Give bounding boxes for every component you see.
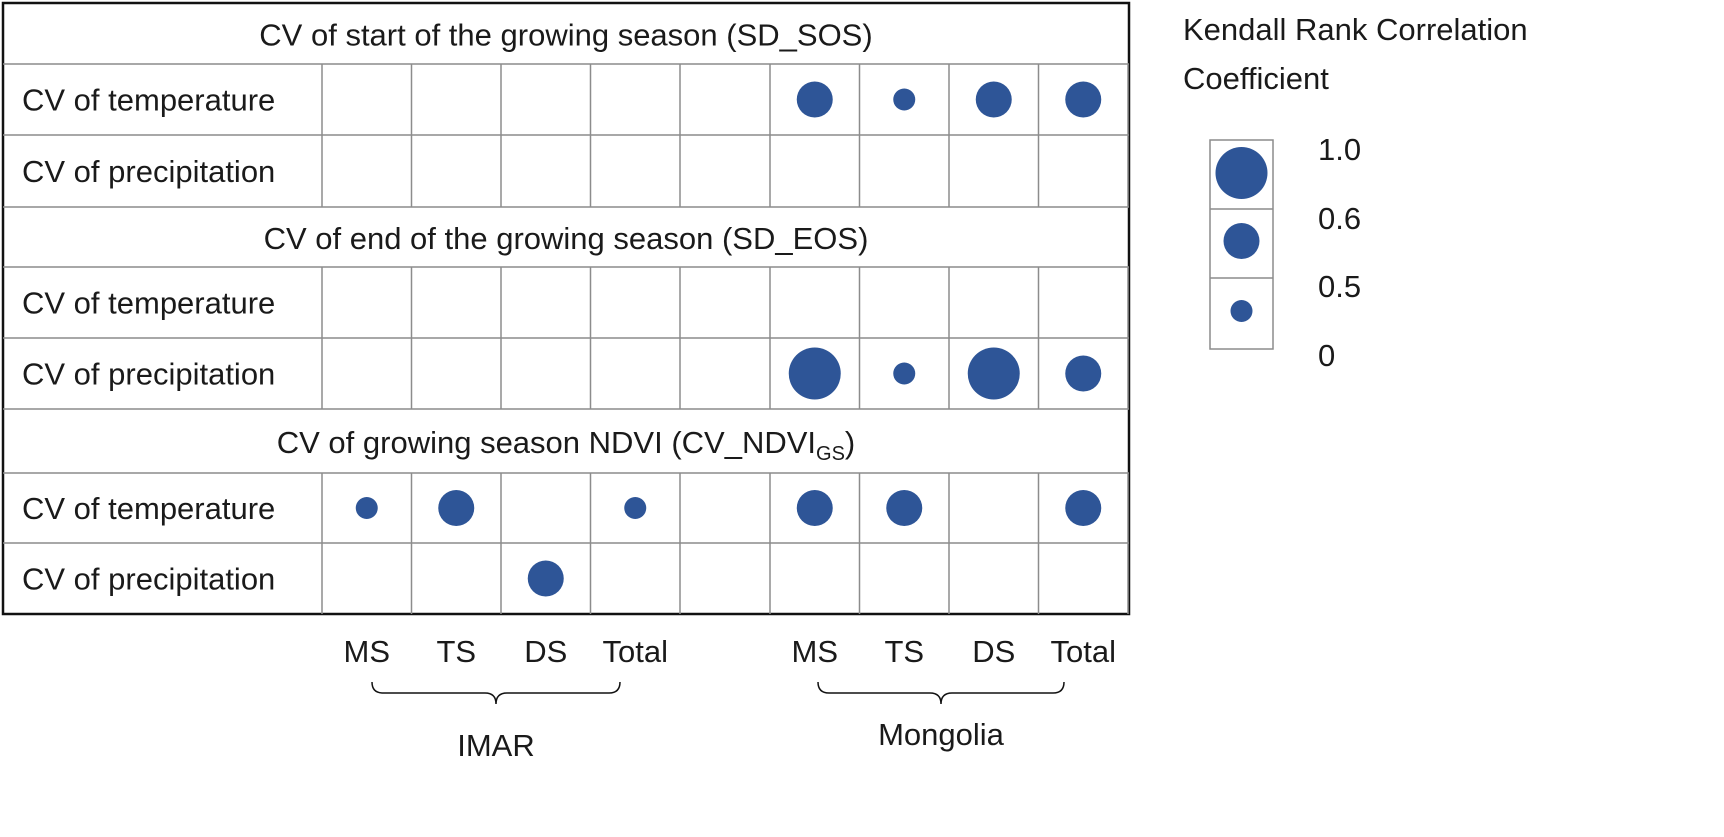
group-brace [817, 681, 1065, 705]
legend-tick-label: 1.0 [1318, 132, 1361, 167]
column-label: Total [1051, 634, 1116, 669]
group-brace [371, 681, 621, 705]
legend: Kendall Rank Correlation Coefficient 1.0 0.… [1183, 12, 1528, 373]
row-label: CV of temperature [22, 83, 275, 118]
legend-tick-label: 0 [1318, 338, 1335, 373]
row-label: CV of temperature [22, 491, 275, 526]
bubble-mongolia-ds [967, 347, 1020, 400]
column-label: TS [884, 634, 924, 669]
bubble-imar-ms [355, 497, 378, 519]
bubble-mongolia-ts [893, 362, 916, 385]
bubble-mongolia-ds [975, 81, 1012, 118]
legend-tick-label: 0.6 [1318, 201, 1361, 236]
legend-bubble [1215, 147, 1268, 199]
grid-layer [1, 1, 1131, 616]
column-label: Total [603, 634, 668, 669]
legend-bubble [1230, 300, 1253, 322]
column-label: MS [792, 634, 839, 669]
bubble-mongolia-ts [893, 88, 916, 111]
row-label: CV of precipitation [22, 357, 275, 392]
bubble-mongolia-ms [796, 81, 833, 118]
bubble-mongolia-total [1065, 355, 1102, 392]
column-label: TS [436, 634, 476, 669]
section-title: CV of growing season NDVI (CV_NDVIGS) [277, 425, 856, 465]
bubble-imar-ts [438, 490, 475, 526]
bubble-mongolia-ms [788, 347, 841, 400]
bubble-mongolia-total [1065, 490, 1102, 526]
section-title: CV of start of the growing season (SD_SO… [259, 18, 872, 53]
bubble-mongolia-total [1065, 81, 1102, 118]
column-label: DS [524, 634, 567, 669]
chart-frame [1, 1, 1131, 616]
legend-bubble [1223, 223, 1260, 259]
legend-box [1209, 139, 1274, 350]
label-layer: CV of start of the growing season (SD_SO… [22, 18, 1116, 764]
column-label: DS [972, 634, 1015, 669]
row-label: CV of temperature [22, 286, 275, 321]
row-label: CV of precipitation [22, 154, 275, 189]
row-label: CV of precipitation [22, 562, 275, 597]
legend-title: Kendall Rank Correlation [1183, 12, 1528, 47]
bubble-imar-ds [527, 560, 564, 597]
bubble-mongolia-ms [796, 490, 833, 526]
bubble-imar-total [624, 497, 647, 519]
legend-tick-label: 0.5 [1318, 269, 1361, 304]
section-title: CV of end of the growing season (SD_EOS) [264, 221, 869, 256]
bubble-mongolia-ts [886, 490, 923, 526]
bubble-layer [355, 81, 1102, 597]
column-label: MS [344, 634, 391, 669]
group-label-imar: IMAR [457, 728, 535, 763]
legend-subtitle: Coefficient [1183, 61, 1329, 96]
group-label-mongolia: Mongolia [878, 717, 1005, 752]
